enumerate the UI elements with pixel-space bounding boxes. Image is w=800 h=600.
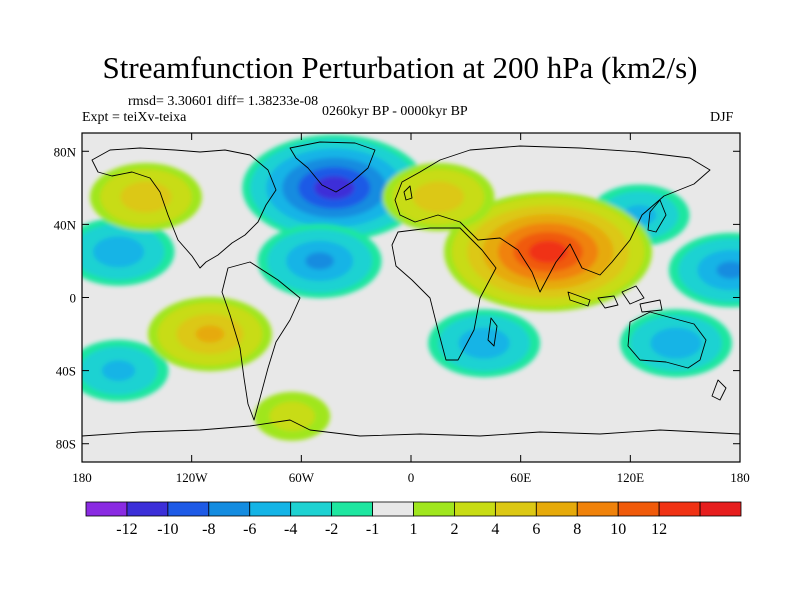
colorbar-swatch xyxy=(85,501,128,517)
colorbar-label: 10 xyxy=(610,521,626,538)
colorbar-label: -10 xyxy=(157,521,178,538)
anomaly-north-pacific-high xyxy=(89,162,202,231)
anomaly-west-pacific-low xyxy=(668,232,740,308)
south-america-coast xyxy=(221,261,301,421)
anomaly-north-atlantic-low xyxy=(242,134,427,242)
colorbar-label: -4 xyxy=(284,521,297,538)
lat-tick-label: 80S xyxy=(56,437,76,452)
antarctica-coast xyxy=(82,419,740,437)
colorbar-label: 4 xyxy=(491,521,499,538)
experiment-label: Expt = teiXv-teixa xyxy=(82,110,187,125)
colorbar-swatch xyxy=(658,501,701,517)
colorbar-label: 8 xyxy=(573,521,581,538)
coastlines xyxy=(82,141,740,437)
madagascar-coast xyxy=(487,317,498,347)
lon-tick-label: 120E xyxy=(617,470,645,485)
colorbar-swatch xyxy=(617,501,660,517)
colorbar-swatch xyxy=(494,501,537,517)
anomaly-subtropical-central-atlantic-low xyxy=(257,223,382,299)
colorbar-swatch xyxy=(208,501,251,517)
uk-coast xyxy=(403,185,413,201)
anomaly-south-pacific-high xyxy=(147,296,272,372)
colorbar-swatch xyxy=(249,501,292,517)
anomaly-southern-ocean-high xyxy=(254,391,331,441)
colorbar: -12 -10 -8 -6 -4 -2 -1 1 2 4 6 8 10 12 xyxy=(85,501,742,538)
colorbar-swatch xyxy=(535,501,578,517)
lon-tick-label: 180 xyxy=(72,470,92,485)
anomaly-indian-ocean-low xyxy=(428,309,541,378)
colorbar-label: 12 xyxy=(651,521,667,538)
colorbar-swatch xyxy=(126,501,169,517)
colorbar-swatch xyxy=(167,501,210,517)
colorbar-label: 6 xyxy=(532,521,540,538)
new-zealand-coast xyxy=(711,379,727,401)
africa-coast xyxy=(391,227,497,361)
stats-label: rmsd= 3.30601 diff= 1.38233e-08 xyxy=(128,94,319,109)
anomaly-southeast-pacific-low xyxy=(82,339,169,402)
lat-tick-label: 0 xyxy=(70,291,77,306)
eurasia-coast xyxy=(394,145,711,293)
lon-tick-label: 180 xyxy=(730,470,750,485)
contour-field xyxy=(82,133,740,462)
colorbar-swatch xyxy=(576,501,619,517)
lon-tick-label: 0 xyxy=(408,470,415,485)
anomaly-subtropical-north-pacific-low xyxy=(82,217,175,286)
lat-tick-label: 40S xyxy=(56,364,76,379)
colorbar-swatch xyxy=(331,501,373,517)
japan-coast xyxy=(647,199,667,233)
colorbar-swatch xyxy=(372,501,414,517)
colorbar-label: -1 xyxy=(366,521,379,538)
anomaly-tibetan-high xyxy=(444,192,653,312)
lat-tick-label: 80N xyxy=(54,144,77,159)
axis-ticks: 80N 40N 0 40S 80S 180 120W 60W 0 60E 120E 180 xyxy=(54,133,750,485)
indonesia-coast xyxy=(567,285,663,313)
period-label: 0260kyr BP - 0000kyr BP xyxy=(322,104,468,119)
north-america-coast xyxy=(91,147,277,269)
colorbar-label: -2 xyxy=(325,521,338,538)
colorbar-label: 2 xyxy=(450,521,458,538)
lon-tick-label: 120W xyxy=(176,470,209,485)
season-label: DJF xyxy=(710,110,734,125)
map-title: Streamfunction Perturbation at 200 hPa (… xyxy=(102,50,698,85)
australia-coast xyxy=(627,311,707,369)
lon-tick-label: 60E xyxy=(510,470,531,485)
lon-tick-label: 60W xyxy=(289,470,315,485)
colorbar-swatch xyxy=(699,501,742,517)
lat-tick-label: 40N xyxy=(54,217,77,232)
colorbar-swatch xyxy=(290,501,333,517)
greenland-coast xyxy=(289,141,376,193)
colorbar-label: -6 xyxy=(243,521,256,538)
colorbar-label: 1 xyxy=(410,521,418,538)
colorbar-label: -12 xyxy=(116,521,137,538)
colorbar-swatch xyxy=(413,501,455,517)
colorbar-label: -8 xyxy=(202,521,215,538)
anomaly-european-high xyxy=(382,162,495,231)
colorbar-swatch xyxy=(454,501,496,517)
